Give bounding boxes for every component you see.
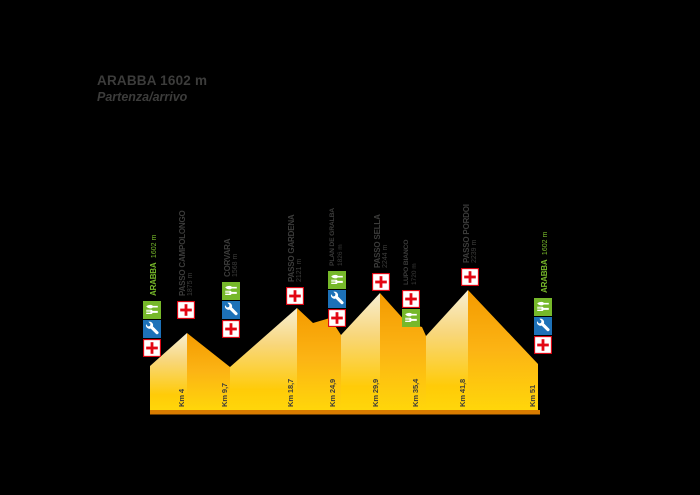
stop-label: CORVARA 1568 m [223,239,240,277]
stop-corvara: CORVARA 1568 m [222,239,240,338]
profile-segment-climb-gardena [230,308,297,410]
medical-cross-icon [402,290,420,308]
stop-passo-sella: PASSO SELLA 2244 m [372,214,390,291]
refreshment-icon [402,309,420,327]
stop-name: ARABBA [540,259,549,293]
stop-name: PASSO PORDOI [461,204,471,263]
stop-name: ARABBA [149,262,158,296]
medical-cross-icon [222,320,240,338]
profile-baseline [150,410,540,415]
medical-cross-icon [461,268,479,286]
stop-name: PASSO GARDENA [286,214,296,282]
mechanic-wrench-icon [328,290,346,308]
refreshment-icon [534,298,552,316]
mechanic-wrench-icon [534,317,552,335]
stop-altitude: 2244 m [381,244,389,268]
medical-cross-icon [328,309,346,327]
km-marker: Km 41,8 [458,378,467,407]
refreshment-icon [143,301,161,319]
profile-segment-descent-arabba [468,290,538,410]
stop-altitude: 2121 m [295,258,303,282]
stop-passo-gardena: PASSO GARDENA 2121 m [286,215,304,305]
profile-segment-descent-gralba [297,308,341,410]
stop-arabba-start: ARABBA 1602 m [143,235,161,357]
km-marker: Km 51 [528,384,537,407]
medical-cross-icon [534,336,552,354]
mechanic-wrench-icon [222,301,240,319]
stop-lupo-bianco: LUPO BIANCO 1720 m [402,240,420,327]
km-marker: Km 24,9 [328,378,337,407]
mechanic-wrench-icon [143,320,161,338]
km-marker: Km 35,4 [411,378,420,407]
start-location-altitude: 1602 m [160,73,208,88]
stop-passo-pordoi: PASSO PORDOI 2239 m [461,204,479,286]
medical-cross-icon [143,339,161,357]
start-location-title: ARABBA 1602 m [97,72,207,89]
stop-label: PLAN DE GRALBA 1826 m [329,208,345,266]
stop-altitude: 1826 m [336,244,344,266]
refreshment-icon [328,271,346,289]
stop-label: ARABBA 1602 m [143,235,161,296]
stop-altitude: 1875 m [186,272,194,296]
stop-altitude: 1602 m [542,231,549,256]
stop-label: PASSO GARDENA 2121 m [287,215,304,282]
start-location-name: ARABBA [97,73,157,88]
stop-name: PLAN DE GRALBA [329,208,337,266]
medical-cross-icon [177,301,195,319]
profile-segment-climb-sella [341,293,380,410]
medical-cross-icon [286,287,304,305]
stop-altitude: 1602 m [151,234,158,259]
profile-segment-climb-pordoi [426,290,468,410]
refreshment-icon [222,282,240,300]
profile-segment-descent-lupobianco [380,293,426,410]
stop-label: LUPO BIANCO 1720 m [403,240,419,285]
stop-label: PASSO PORDOI 2239 m [462,204,479,263]
medical-cross-icon [372,273,390,291]
stop-name: LUPO BIANCO [403,239,411,285]
stop-arabba-finish: ARABBA 1602 m [534,232,552,354]
stop-altitude: 1720 m [410,263,418,285]
stop-name: PASSO CAMPOLONGO [177,210,187,296]
stop-passo-campolongo: PASSO CAMPOLONGO 1875 m [177,210,195,319]
stop-name: CORVARA [222,238,232,277]
km-marker: Km 4 [177,389,186,407]
stop-label: PASSO CAMPOLONGO 1875 m [178,210,195,296]
km-marker: Km 9,7 [220,383,229,407]
start-finish-subtitle: Partenza/arrivo [97,90,188,104]
stop-label: ARABBA 1602 m [534,232,552,293]
profile-segment-climb-campolongo [150,333,187,410]
km-marker: Km 29,9 [371,378,380,407]
stop-plan-de-gralba: PLAN DE GRALBA 1826 m [328,208,346,327]
km-marker: Km 18,7 [286,378,295,407]
stop-altitude: 2239 m [470,239,478,263]
profile-segment-descent-corvara [187,333,230,410]
stop-label: PASSO SELLA 2244 m [373,214,390,268]
page-title: ARABBA 1602 m Partenza/arrivo [97,72,207,106]
stop-name: PASSO SELLA [372,214,382,268]
stop-altitude: 1568 m [231,253,239,277]
